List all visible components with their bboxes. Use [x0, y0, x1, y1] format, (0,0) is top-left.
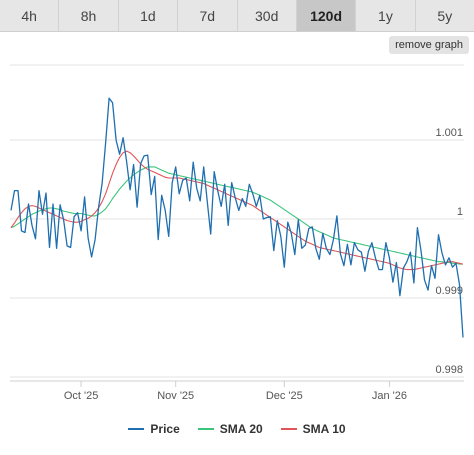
- x-tick-label: Nov '25: [157, 390, 194, 402]
- tab-8h[interactable]: 8h: [59, 0, 119, 31]
- y-tick-label: 0.999: [435, 285, 463, 297]
- x-axis-ticks: Oct '25 Nov '25 Dec '25 Jan '26: [64, 381, 407, 402]
- y-tick-label: 1: [457, 206, 463, 218]
- tab-30d[interactable]: 30d: [238, 0, 297, 31]
- y-tick-label: 1.001: [435, 127, 463, 139]
- legend-item-sma-10[interactable]: SMA 10: [280, 422, 346, 436]
- tab-1y[interactable]: 1y: [356, 0, 416, 31]
- legend-item-sma-20[interactable]: SMA 20: [197, 422, 263, 436]
- tab-5y[interactable]: 5y: [437, 7, 453, 24]
- y-tick-label: 0.998: [435, 364, 463, 376]
- tab-7d[interactable]: 7d: [178, 0, 238, 31]
- legend-label: Price: [150, 422, 180, 436]
- legend-label: SMA 20: [219, 422, 263, 436]
- legend-label: SMA 10: [302, 422, 346, 436]
- legend-swatch: [197, 428, 214, 430]
- time-range-tabs: 4h 8h 1d 7d 30d 120d 1y 5y: [0, 0, 474, 32]
- price-chart: 0.998 0.999 1 1.001 Oct '25 Nov '25 Dec '25 Ja…: [10, 64, 464, 402]
- tab-4h[interactable]: 4h: [0, 0, 60, 31]
- x-tick-label: Oct '25: [64, 390, 99, 402]
- series-lines: [10, 97, 464, 338]
- series-line-price: [10, 97, 464, 338]
- grid-lines: [10, 64, 464, 382]
- chart-legend: Price SMA 20 SMA 10: [0, 420, 474, 438]
- legend-swatch: [280, 428, 297, 430]
- tab-120d[interactable]: 120d: [296, 0, 357, 31]
- remove-graph-button[interactable]: remove graph: [389, 36, 469, 54]
- legend-item-price[interactable]: Price: [128, 422, 180, 436]
- x-tick-label: Dec '25: [266, 390, 303, 402]
- legend-swatch: [128, 428, 145, 430]
- tab-1d[interactable]: 1d: [119, 0, 179, 31]
- x-tick-label: Jan '26: [372, 390, 407, 402]
- y-axis-ticks: 0.998 0.999 1 1.001: [435, 127, 463, 376]
